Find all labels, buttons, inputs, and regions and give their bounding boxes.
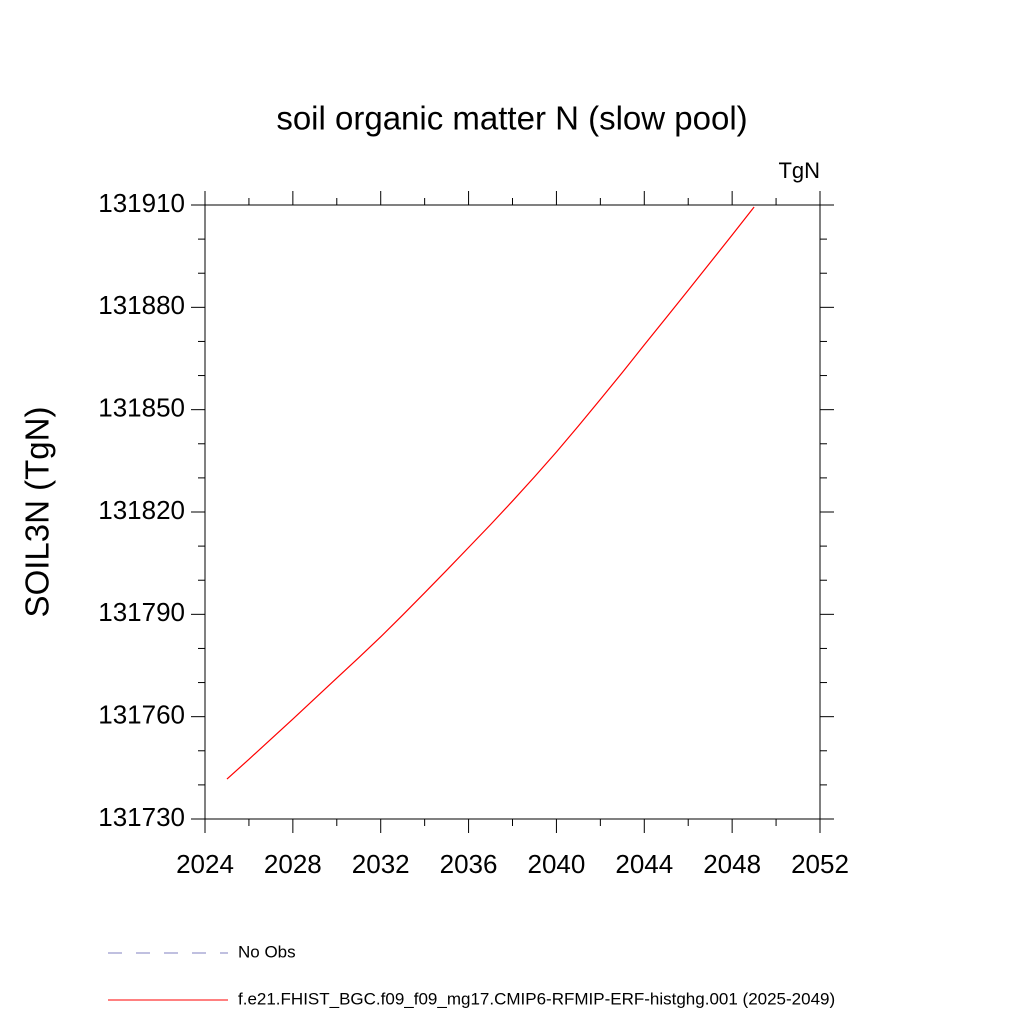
x-tick-label: 2048 — [703, 849, 761, 879]
legend-label: No Obs — [238, 942, 296, 961]
x-tick-label: 2052 — [791, 849, 849, 879]
x-tick-label: 2032 — [352, 849, 410, 879]
y-axis-label: SOIL3N (TgN) — [19, 407, 56, 618]
data-line — [226, 206, 755, 780]
x-tick-label: 2044 — [615, 849, 673, 879]
y-tick-label: 131820 — [98, 495, 185, 525]
y-tick-label: 131790 — [98, 597, 185, 627]
y-tick-label: 131910 — [98, 188, 185, 218]
y-tick-label: 131730 — [98, 802, 185, 832]
y-tick-label: 131850 — [98, 393, 185, 423]
x-tick-label: 2024 — [176, 849, 234, 879]
x-tick-label: 2036 — [440, 849, 498, 879]
y-tick-label: 131880 — [98, 290, 185, 320]
plot-frame — [204, 204, 821, 820]
units-label: TgN — [778, 158, 820, 183]
y-tick-label: 131760 — [98, 700, 185, 730]
x-tick-label: 2040 — [528, 849, 586, 879]
x-tick-label: 2028 — [264, 849, 322, 879]
chart-title: soil organic matter N (slow pool) — [276, 100, 747, 137]
legend-label: f.e21.FHIST_BGC.f09_f09_mg17.CMIP6-RFMIP… — [238, 989, 835, 1008]
